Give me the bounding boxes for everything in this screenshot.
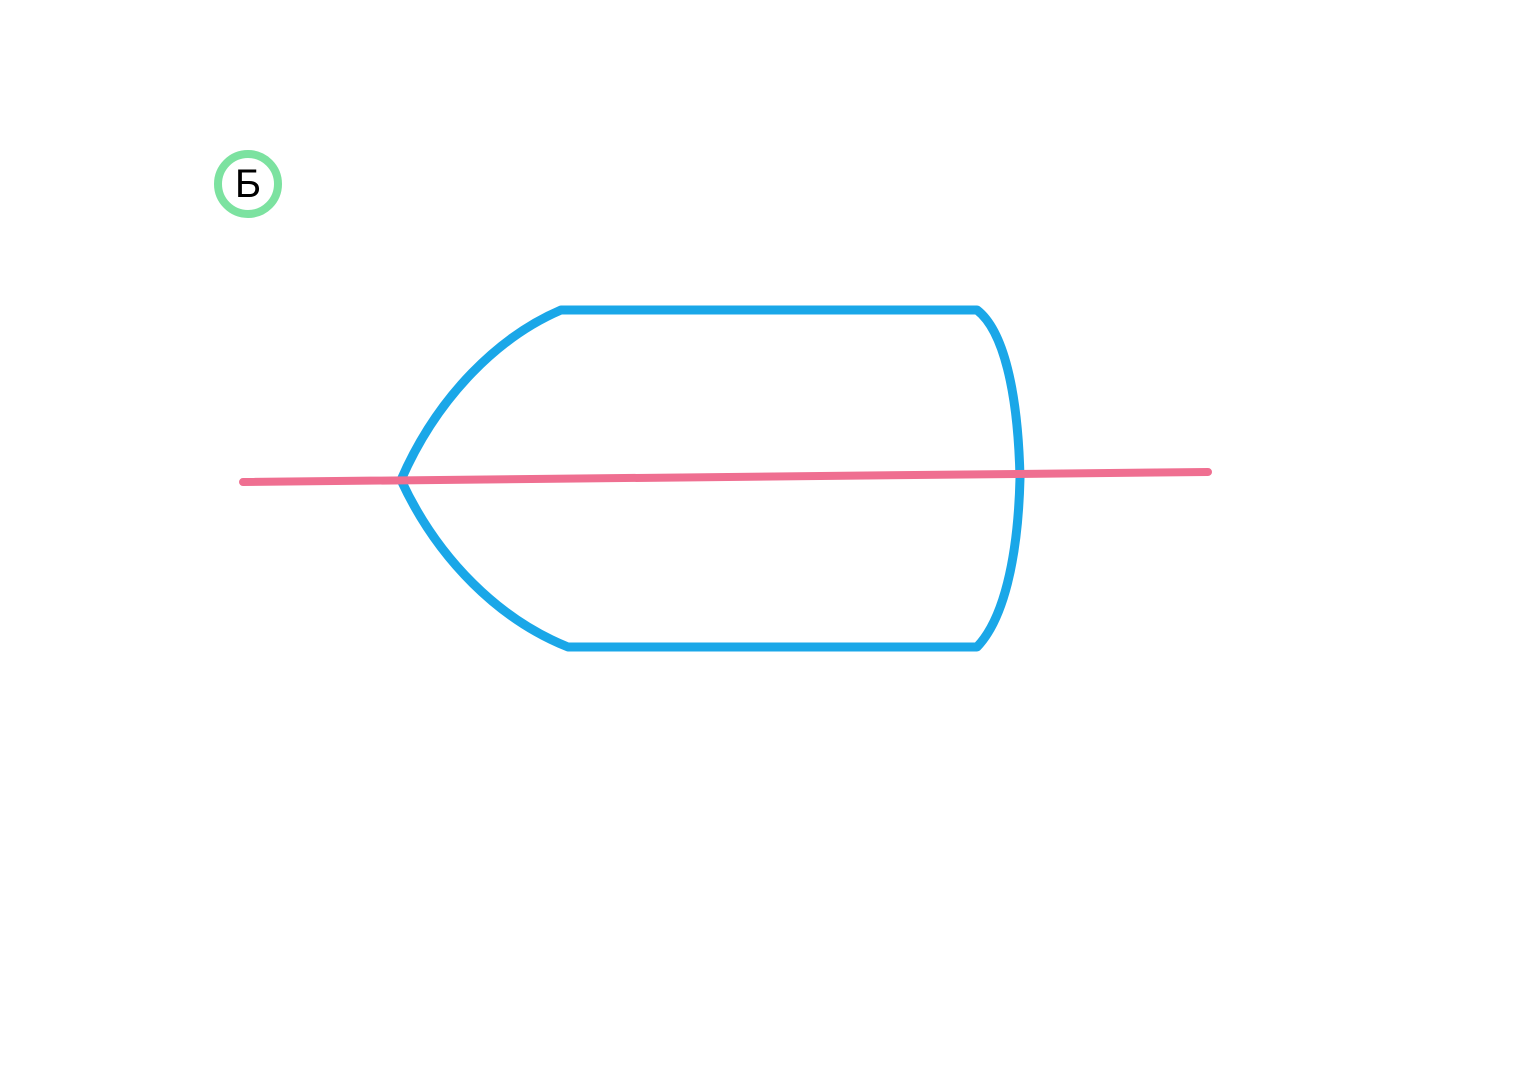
label-badge-text: Б — [235, 164, 261, 204]
label-badge: Б — [214, 150, 282, 218]
axis-line — [243, 472, 1208, 482]
